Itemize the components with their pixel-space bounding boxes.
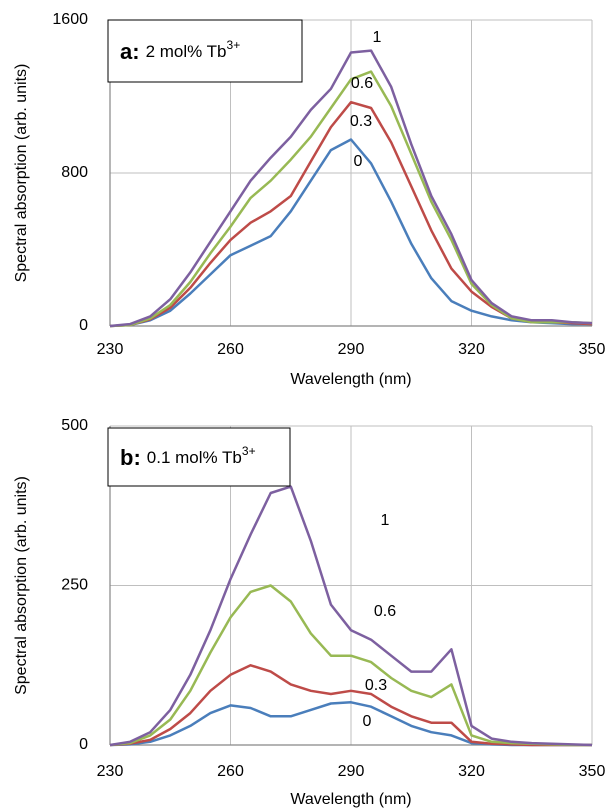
title-text: 2 mol% Tb xyxy=(146,42,227,61)
series-label: 1 xyxy=(381,512,390,529)
y-tick-label: 800 xyxy=(61,164,88,181)
x-tick-label: 230 xyxy=(97,341,124,358)
series-line xyxy=(109,584,592,747)
series-label: 0.3 xyxy=(350,113,372,130)
title-box xyxy=(107,19,303,83)
panel-title: b: 0.1 mol% Tb3+ xyxy=(120,444,256,470)
title-box xyxy=(107,427,291,487)
y-axis-title: Spectral absorption (arb. units) xyxy=(13,476,30,695)
x-tick-label: 350 xyxy=(579,341,606,358)
y-tick-label: 0 xyxy=(79,317,88,334)
title-label: b: xyxy=(120,445,141,470)
x-tick-label: 290 xyxy=(338,341,365,358)
series-label: 0.3 xyxy=(365,677,387,694)
series-line xyxy=(109,70,593,328)
x-tick-label: 260 xyxy=(217,763,244,780)
x-tick-label: 290 xyxy=(338,763,365,780)
series-line xyxy=(109,485,593,747)
title-sup: 3+ xyxy=(227,38,241,52)
series-label: 0 xyxy=(363,713,372,730)
x-tick-label: 350 xyxy=(579,763,606,780)
title-label: a: xyxy=(120,39,140,64)
x-tick-label: 260 xyxy=(217,341,244,358)
series-label: 0.6 xyxy=(374,603,396,620)
y-tick-label: 1600 xyxy=(52,11,88,28)
title-text: 0.1 mol% Tb xyxy=(147,448,242,467)
series-line xyxy=(109,664,592,747)
series-line xyxy=(109,138,592,328)
series-label: 0 xyxy=(354,153,363,170)
y-tick-label: 0 xyxy=(79,736,88,753)
title-sup: 3+ xyxy=(242,444,256,458)
x-tick-label: 320 xyxy=(458,341,485,358)
panel-title: a: 2 mol% Tb3+ xyxy=(120,38,240,64)
series-label: 1 xyxy=(373,29,382,46)
y-tick-label: 500 xyxy=(61,417,88,434)
x-axis-title: Wavelength (nm) xyxy=(290,371,411,388)
y-tick-label: 250 xyxy=(61,577,88,594)
y-axis-title: Spectral absorption (arb. units) xyxy=(13,64,30,283)
x-tick-label: 320 xyxy=(458,763,485,780)
x-tick-label: 230 xyxy=(97,763,124,780)
series-label: 0.6 xyxy=(351,75,373,92)
x-axis-title: Wavelength (nm) xyxy=(290,791,411,808)
series-line xyxy=(109,49,593,328)
